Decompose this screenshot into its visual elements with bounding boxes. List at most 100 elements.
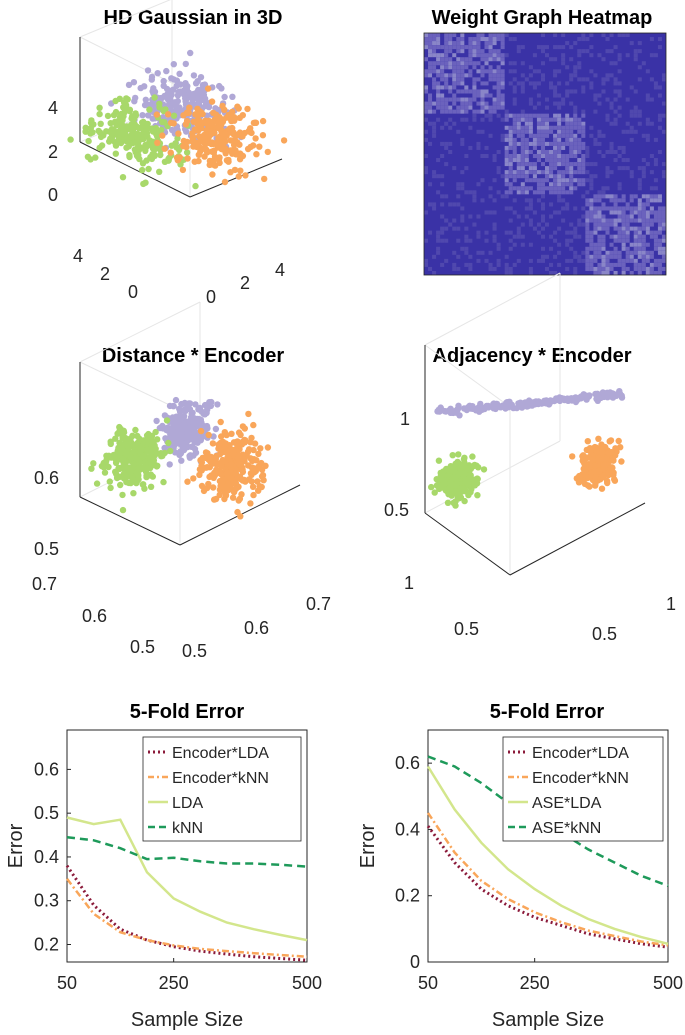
scatter-point bbox=[110, 111, 118, 119]
heatmap-cell bbox=[653, 242, 658, 247]
heatmap-cell bbox=[657, 210, 662, 215]
scatter-point bbox=[182, 98, 189, 105]
heatmap-cell bbox=[557, 174, 562, 179]
scatter-point bbox=[82, 128, 89, 135]
heatmap-cell bbox=[573, 137, 578, 142]
y-tick-label: 0.7 bbox=[32, 574, 57, 594]
y-tick-label: 4 bbox=[73, 246, 83, 266]
heatmap-cell bbox=[504, 149, 509, 154]
heatmap-cell bbox=[504, 174, 509, 179]
heatmap-cell bbox=[633, 53, 638, 58]
heatmap-cell bbox=[633, 194, 638, 199]
scatter-point bbox=[469, 453, 476, 460]
heatmap-cell bbox=[488, 73, 493, 78]
heatmap-cell bbox=[428, 73, 433, 78]
heatmap-cell bbox=[577, 149, 582, 154]
heatmap-cell bbox=[480, 97, 485, 102]
heatmap-cell bbox=[464, 166, 469, 171]
heatmap-cell bbox=[468, 214, 473, 219]
heatmap-cell bbox=[565, 125, 570, 130]
heatmap-cell bbox=[524, 129, 529, 134]
heatmap-cell bbox=[484, 69, 489, 74]
scatter-point bbox=[159, 452, 166, 459]
heatmap-cell bbox=[528, 270, 533, 275]
heatmap-cell bbox=[565, 178, 570, 183]
heatmap-cell bbox=[549, 246, 554, 251]
heatmap-cell bbox=[504, 170, 509, 175]
heatmap-cell bbox=[593, 210, 598, 215]
heatmap-cell bbox=[500, 45, 505, 50]
heatmap-cell bbox=[641, 158, 646, 163]
scatter-point bbox=[258, 466, 266, 473]
scatter-point bbox=[435, 406, 442, 414]
scatter-point bbox=[182, 60, 189, 68]
heatmap-cell bbox=[621, 166, 626, 171]
heatmap-cell bbox=[536, 81, 541, 86]
heatmap-cell bbox=[581, 154, 586, 159]
heatmap-cell bbox=[448, 85, 453, 90]
scatter-point bbox=[232, 485, 240, 492]
heatmap-cell bbox=[444, 162, 449, 167]
heatmap-cell bbox=[452, 33, 457, 38]
heatmap-cell bbox=[601, 218, 606, 223]
heatmap-cell bbox=[504, 133, 509, 138]
heatmap-cell bbox=[661, 77, 666, 82]
heatmap-cell bbox=[573, 178, 578, 183]
scatter-point bbox=[231, 115, 239, 122]
heatmap-cell bbox=[528, 149, 533, 154]
heatmap-cell bbox=[516, 125, 521, 130]
heatmap-cell bbox=[645, 93, 650, 98]
heatmap-cell bbox=[573, 117, 578, 122]
heatmap-cell bbox=[561, 218, 566, 223]
heatmap-cell bbox=[589, 133, 594, 138]
z-tick-label: 0.6 bbox=[34, 468, 59, 488]
heatmap-cell bbox=[585, 262, 590, 267]
scatter-point bbox=[176, 70, 183, 78]
heatmap-cell bbox=[621, 214, 626, 219]
scatter-point bbox=[149, 473, 156, 480]
y-tick-label: 0.2 bbox=[34, 934, 59, 954]
heatmap-cell bbox=[432, 69, 437, 74]
heatmap-cell bbox=[512, 210, 517, 215]
scatter-point bbox=[160, 77, 167, 85]
heatmap-cell bbox=[440, 230, 445, 235]
heatmap-cell bbox=[468, 73, 473, 78]
scatter-point bbox=[431, 489, 438, 496]
heatmap-cell bbox=[597, 141, 602, 146]
heatmap-cell bbox=[633, 49, 638, 54]
scatter-point bbox=[586, 447, 594, 455]
scatter-point bbox=[165, 157, 172, 164]
series-line bbox=[65, 864, 308, 962]
scatter-point bbox=[202, 99, 210, 107]
heatmap-cell bbox=[565, 113, 570, 118]
heatmap-cell bbox=[637, 214, 642, 219]
scatter-point bbox=[217, 418, 224, 426]
heatmap-cell bbox=[452, 101, 457, 106]
heatmap-cell bbox=[500, 41, 505, 46]
heatmap-cell bbox=[597, 250, 602, 255]
heatmap-cell bbox=[621, 158, 626, 163]
heatmap-cell bbox=[645, 226, 650, 231]
heatmap-cell bbox=[452, 121, 457, 126]
heatmap-cell bbox=[448, 65, 453, 70]
scatter-point bbox=[160, 478, 167, 486]
heatmap-cell bbox=[528, 81, 533, 86]
heatmap-cell bbox=[613, 234, 618, 239]
heatmap-cell bbox=[621, 246, 626, 251]
heatmap-cell bbox=[613, 250, 618, 255]
heatmap-cell bbox=[561, 206, 566, 211]
heatmap-cell bbox=[540, 214, 545, 219]
heatmap-cell bbox=[561, 141, 566, 146]
heatmap-cell bbox=[516, 81, 521, 86]
heatmap-cell bbox=[645, 162, 650, 167]
heatmap-cell bbox=[617, 57, 622, 62]
heatmap-cell bbox=[625, 53, 630, 58]
scatter-point bbox=[215, 134, 222, 142]
scatter-point bbox=[120, 429, 128, 436]
heatmap-cell bbox=[424, 73, 429, 78]
heatmap-cell bbox=[504, 254, 509, 259]
scatter-point bbox=[112, 142, 120, 149]
heatmap-cell bbox=[585, 37, 590, 42]
y-tick-labels: 1 0.5 bbox=[404, 573, 479, 639]
heatmap-cell bbox=[641, 210, 646, 215]
